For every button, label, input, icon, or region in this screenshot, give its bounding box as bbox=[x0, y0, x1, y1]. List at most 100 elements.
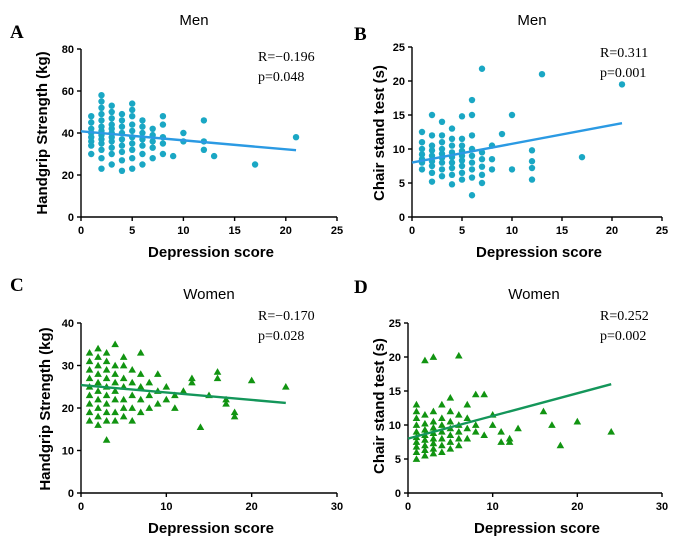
data-point bbox=[102, 348, 111, 356]
data-point bbox=[111, 416, 119, 424]
data-point bbox=[98, 155, 105, 162]
data-point bbox=[136, 395, 145, 403]
data-point bbox=[129, 113, 136, 120]
data-point bbox=[421, 446, 429, 454]
data-point bbox=[458, 142, 466, 149]
data-point bbox=[94, 361, 102, 369]
data-point bbox=[429, 439, 438, 447]
x-axis-label: Depression score bbox=[148, 520, 274, 536]
data-point bbox=[429, 353, 438, 360]
chart-title: Men bbox=[517, 12, 546, 29]
data-point bbox=[471, 390, 480, 398]
panel-C: C Women 0 10 20 30 40 0 10 20 30 Depression score Ha… bbox=[10, 275, 343, 536]
data-point bbox=[448, 171, 456, 179]
data-point bbox=[505, 434, 514, 442]
data-point bbox=[129, 155, 136, 162]
data-point bbox=[108, 115, 115, 122]
data-point bbox=[85, 365, 94, 373]
data-point bbox=[154, 399, 162, 407]
data-point bbox=[412, 438, 421, 445]
data-point bbox=[455, 441, 463, 449]
data-point bbox=[179, 387, 188, 394]
data-point bbox=[292, 134, 300, 141]
data-point bbox=[85, 391, 94, 399]
data-point bbox=[196, 423, 205, 430]
data-point bbox=[98, 123, 105, 130]
data-point bbox=[118, 167, 126, 174]
data-point bbox=[251, 161, 259, 168]
data-point bbox=[478, 179, 486, 187]
data-point bbox=[468, 132, 476, 139]
data-point bbox=[412, 442, 421, 450]
data-point bbox=[102, 436, 111, 443]
data-point bbox=[98, 165, 105, 172]
data-point bbox=[159, 121, 167, 128]
data-point bbox=[428, 147, 436, 154]
y-tick-label: 0 bbox=[68, 488, 74, 500]
data-point bbox=[159, 113, 167, 120]
data-point bbox=[448, 142, 456, 149]
data-point bbox=[94, 378, 102, 386]
data-point bbox=[458, 162, 466, 170]
data-point bbox=[480, 390, 488, 398]
data-point bbox=[102, 391, 111, 399]
data-point bbox=[118, 123, 126, 130]
data-point bbox=[508, 111, 516, 119]
data-point bbox=[458, 176, 466, 183]
data-point bbox=[108, 121, 115, 128]
y-tick-label: 30 bbox=[62, 361, 74, 373]
data-point bbox=[129, 127, 136, 135]
x-tick-label: 30 bbox=[331, 501, 343, 513]
data-point bbox=[111, 370, 119, 377]
data-point bbox=[128, 378, 136, 386]
x-tick-label: 20 bbox=[246, 501, 258, 513]
data-point bbox=[108, 102, 115, 109]
data-point bbox=[578, 153, 586, 161]
data-point bbox=[119, 361, 128, 369]
trend-line bbox=[80, 383, 286, 405]
data-point bbox=[139, 142, 146, 149]
data-point bbox=[98, 104, 105, 112]
chart-title: Men bbox=[179, 12, 208, 29]
x-tick-label: 0 bbox=[78, 501, 84, 513]
data-point bbox=[488, 421, 497, 428]
y-tick-label: 0 bbox=[399, 212, 405, 224]
data-point bbox=[118, 117, 126, 124]
x-tick-label: 10 bbox=[487, 501, 499, 513]
data-point bbox=[111, 378, 119, 386]
x-axis-label: Depression score bbox=[476, 244, 602, 261]
data-point bbox=[428, 169, 436, 176]
data-point bbox=[119, 395, 128, 403]
data-point bbox=[85, 408, 94, 416]
data-point bbox=[429, 445, 438, 452]
data-point bbox=[429, 417, 438, 425]
x-tick-label: 10 bbox=[160, 501, 172, 513]
data-point bbox=[94, 412, 102, 420]
y-tick-label: 20 bbox=[62, 170, 74, 182]
data-point bbox=[136, 370, 145, 377]
trend-line bbox=[407, 383, 612, 440]
chart-title: Women bbox=[508, 286, 559, 303]
data-point bbox=[94, 395, 102, 403]
data-point bbox=[210, 152, 218, 160]
y-tick-label: 15 bbox=[393, 110, 405, 122]
data-point bbox=[88, 113, 95, 120]
data-point bbox=[463, 400, 472, 408]
data-point bbox=[171, 404, 179, 411]
data-point bbox=[448, 159, 456, 166]
y-tick-label: 20 bbox=[393, 76, 405, 88]
data-point bbox=[497, 438, 505, 445]
data-point bbox=[213, 374, 222, 382]
data-point bbox=[446, 394, 455, 401]
data-point bbox=[282, 382, 290, 390]
stat-p: p=0.028 bbox=[258, 329, 304, 344]
x-tick-label: 20 bbox=[571, 501, 583, 513]
data-point bbox=[421, 436, 429, 443]
data-point bbox=[128, 391, 136, 399]
data-point bbox=[438, 400, 446, 408]
data-point bbox=[471, 421, 480, 428]
data-point bbox=[463, 434, 472, 442]
stat-p: p=0.002 bbox=[600, 329, 646, 344]
data-point bbox=[85, 399, 94, 407]
